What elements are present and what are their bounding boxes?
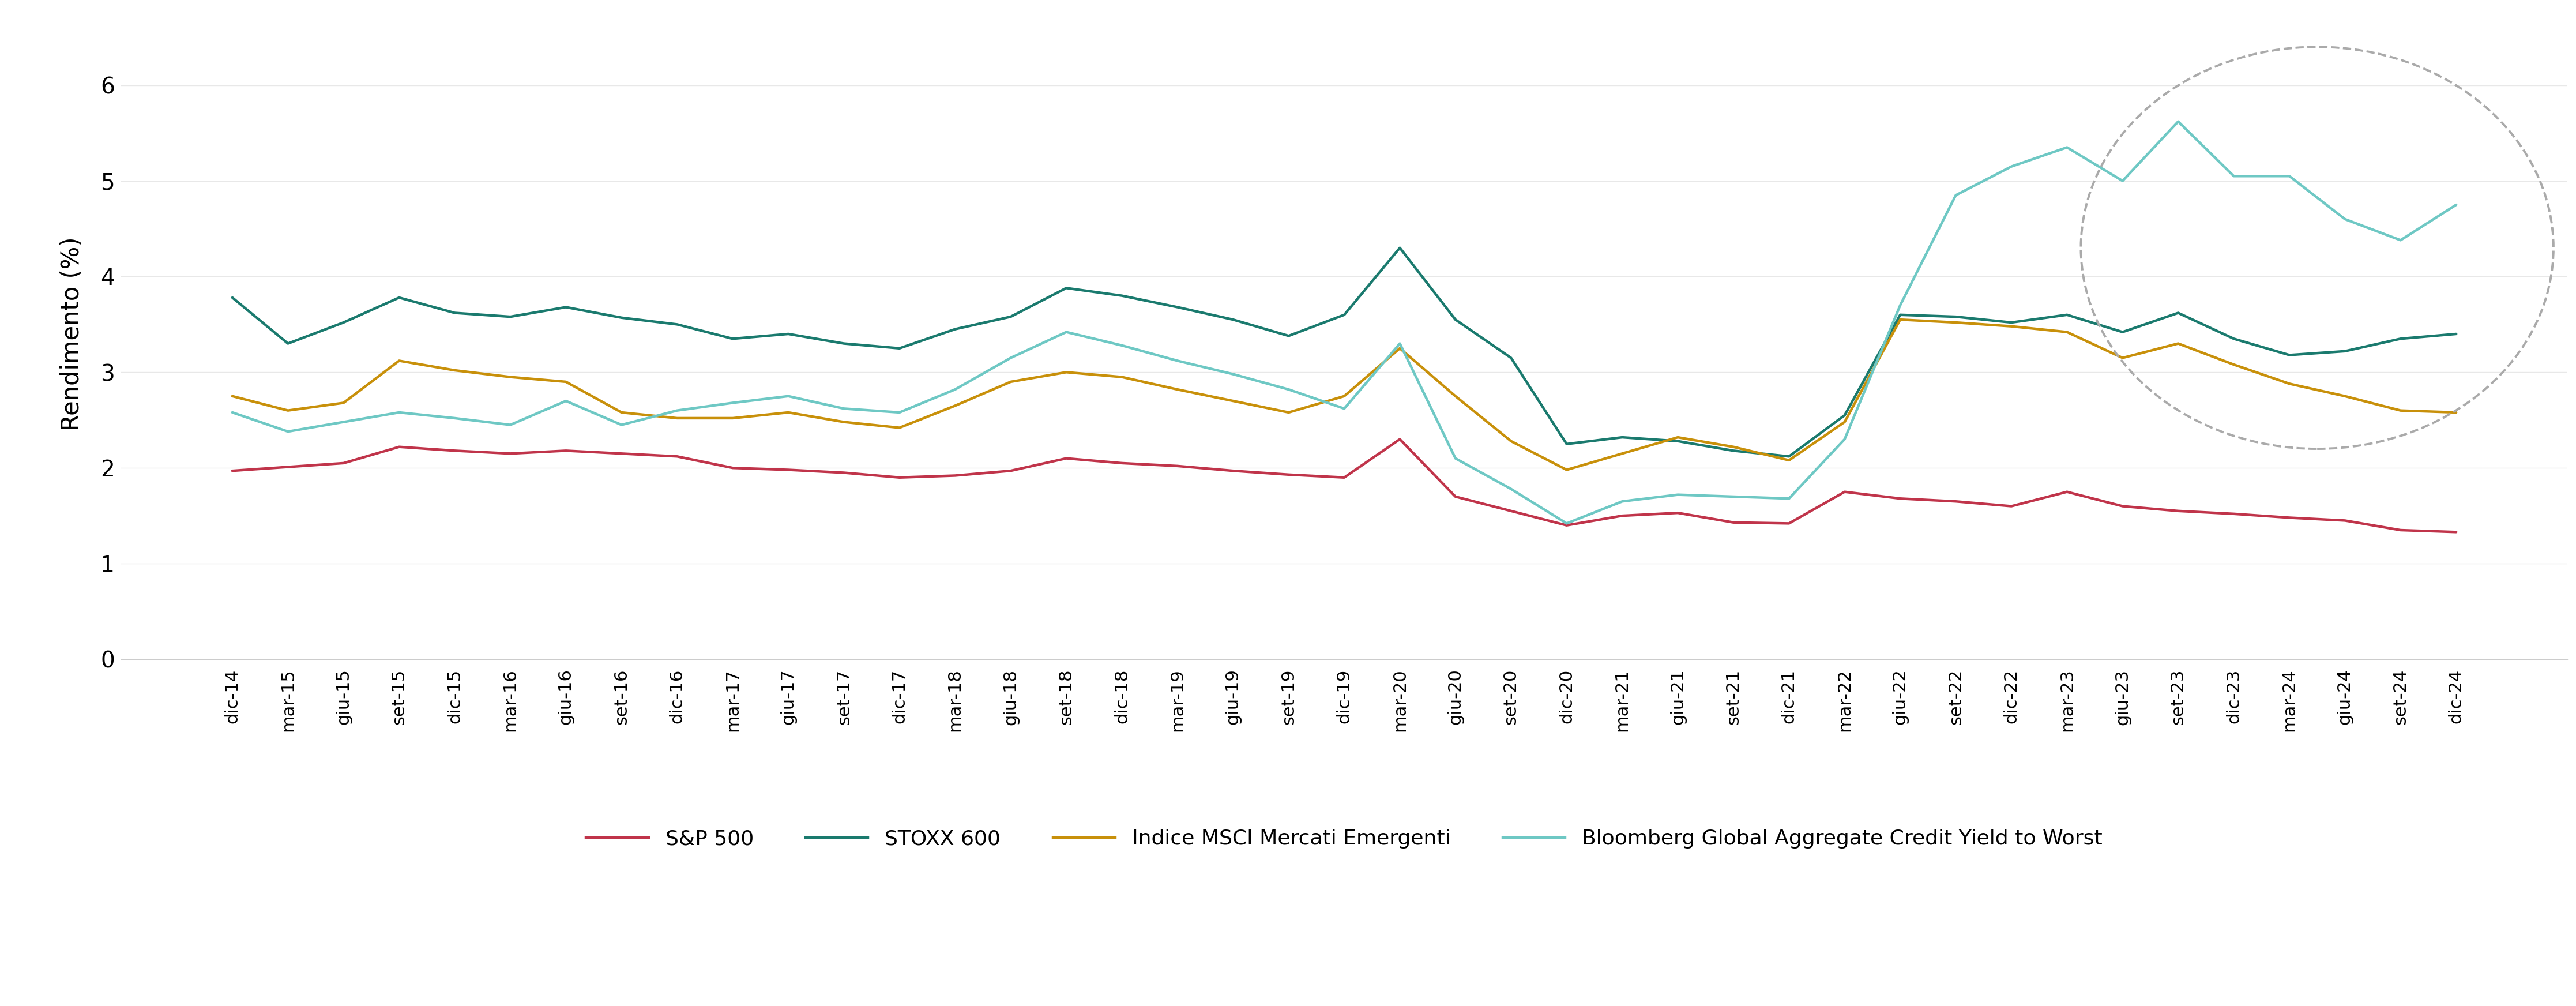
- Y-axis label: Rendimento (%): Rendimento (%): [59, 237, 85, 431]
- Legend: S&P 500, STOXX 600, Indice MSCI Mercati Emergenti, Bloomberg Global Aggregate Cr: S&P 500, STOXX 600, Indice MSCI Mercati …: [577, 821, 2110, 857]
